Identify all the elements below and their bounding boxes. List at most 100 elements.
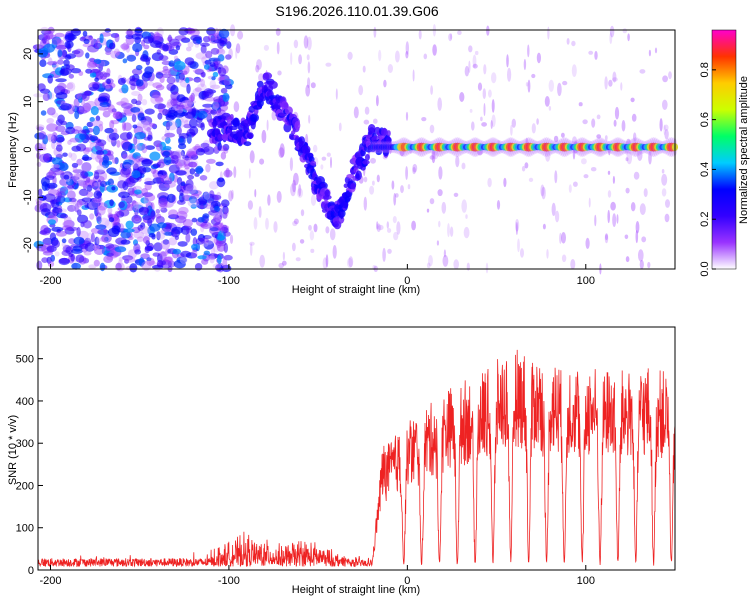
spectrogram-cell xyxy=(192,237,198,247)
spectrogram-cell xyxy=(130,107,141,113)
spectrogram-cell xyxy=(36,161,42,167)
spectrogram-cell xyxy=(195,237,205,245)
spectrogram-cell xyxy=(178,137,185,143)
spectrogram-cell xyxy=(292,179,296,193)
spectrogram-cell xyxy=(170,98,178,107)
spectrogram-cell xyxy=(219,171,223,181)
spectrogram-cell xyxy=(176,104,186,110)
spectrogram-cell xyxy=(474,50,479,56)
spectrogram-cell xyxy=(114,210,121,217)
spectrogram-cell xyxy=(61,238,67,244)
spectrogram-cell xyxy=(322,257,328,270)
spectrogram-cell xyxy=(203,36,211,43)
spectrogram-cell xyxy=(45,35,51,41)
spectrogram-cell xyxy=(161,150,171,158)
spectrogram-cell xyxy=(491,99,495,113)
spectrogram-cell xyxy=(187,198,200,208)
spectrogram-cell xyxy=(212,100,220,111)
spectrogram-cell xyxy=(303,35,309,49)
spectrogram-ytick-label: 10 xyxy=(22,96,34,108)
spectrogram-cell xyxy=(594,50,598,60)
spectrogram-cell xyxy=(482,88,486,100)
spectrogram-cell xyxy=(555,210,560,223)
spectrogram-cell xyxy=(152,91,162,99)
spectrogram-cell xyxy=(582,119,588,125)
spectrogram-cell xyxy=(185,184,197,195)
spectrogram-cell xyxy=(92,125,100,136)
spectrogram-cell xyxy=(323,194,332,200)
spectrogram-cell xyxy=(491,72,497,84)
spectrogram-cell xyxy=(47,75,53,84)
spectrogram-cell xyxy=(114,51,125,60)
spectrogram-cell xyxy=(346,174,355,179)
spectrogram-cell xyxy=(109,42,116,50)
spectrogram-cell xyxy=(167,109,178,120)
spectrogram-cell xyxy=(69,137,80,143)
spectrogram-cell xyxy=(276,190,282,203)
spectrogram-cell xyxy=(348,256,354,268)
spectrogram-cell xyxy=(382,247,386,262)
spectrogram-cell xyxy=(189,28,200,37)
spectrogram-cell xyxy=(223,231,231,237)
spectrogram-cell xyxy=(566,38,570,45)
spectrogram-cell xyxy=(191,217,198,223)
spectrogram-cell xyxy=(109,199,114,207)
spectrogram-cell xyxy=(135,123,147,129)
spectrogram-cell xyxy=(306,54,310,61)
spectrogram-cell xyxy=(90,106,99,116)
spectrogram-cell xyxy=(149,89,161,99)
spectrogram-cell xyxy=(152,82,163,89)
spectrogram-cell xyxy=(208,181,219,190)
spectrogram-cell xyxy=(216,254,222,265)
spectrogram-cell xyxy=(119,167,131,178)
spectrogram-cell xyxy=(273,221,278,233)
spectrogram-cell xyxy=(491,114,496,128)
spectrogram-cell xyxy=(487,177,492,188)
spectrogram-cell xyxy=(132,163,139,173)
spectrogram-ytick-label: 20 xyxy=(22,48,34,60)
spectrogram-cell xyxy=(90,151,98,160)
spectrogram-cell xyxy=(387,228,392,233)
spectrogram-cell xyxy=(104,84,113,92)
spectrogram-cell xyxy=(165,121,171,131)
spectrogram-cell xyxy=(110,33,120,38)
spectrogram-cell xyxy=(67,190,76,200)
spectrogram-cell xyxy=(459,92,465,102)
spectrogram-cell xyxy=(78,230,89,239)
spectrogram-cell xyxy=(54,32,65,38)
spectrogram-cell xyxy=(233,101,240,113)
spectrogram-cell xyxy=(525,82,529,87)
spectrogram-cell xyxy=(167,34,172,43)
spectrogram-cell xyxy=(625,187,630,194)
spectrogram-cell xyxy=(145,57,151,66)
spectrogram-cell xyxy=(226,41,232,49)
spectrogram-cell xyxy=(106,78,111,84)
spectrogram-cell xyxy=(177,177,183,186)
spectrogram-cell xyxy=(38,131,47,140)
spectrogram-cell xyxy=(442,255,449,267)
snr-xtick-label: 100 xyxy=(577,575,595,587)
spectrogram-cell xyxy=(97,96,108,102)
spectrogram-cell xyxy=(157,112,163,120)
spectrogram-cell xyxy=(129,263,138,273)
spectrogram-cell xyxy=(133,202,144,209)
spectrogram-cell xyxy=(55,78,67,83)
spectrogram-cell xyxy=(176,199,186,205)
spectrogram-cell xyxy=(124,256,136,263)
spectrogram-cell xyxy=(429,198,435,205)
spectrogram-cell xyxy=(300,209,305,217)
spectrogram-cell xyxy=(588,50,594,55)
spectrogram-cell xyxy=(89,135,98,142)
spectrogram-cell xyxy=(208,57,221,62)
spectrogram-cell xyxy=(175,45,181,51)
spectrogram-cell xyxy=(60,67,72,76)
spectrogram-cell xyxy=(46,117,54,124)
spectrogram-cell xyxy=(471,121,475,131)
spectrogram-cell xyxy=(639,69,646,74)
spectrogram-cell xyxy=(54,251,60,257)
spectrogram-cell xyxy=(386,221,389,229)
spectrogram-cell xyxy=(99,101,110,108)
spectrogram-cell xyxy=(559,232,562,244)
spectrogram-cell xyxy=(131,91,141,96)
